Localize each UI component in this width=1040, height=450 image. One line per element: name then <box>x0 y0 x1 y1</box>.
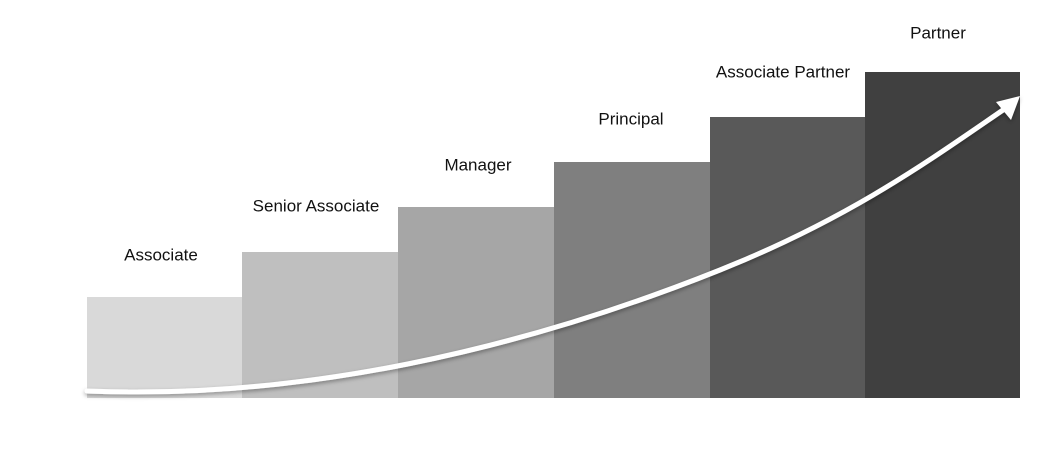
step <box>554 162 711 398</box>
step <box>398 207 555 398</box>
arrow-head <box>996 96 1020 120</box>
step-label: Associate Partner <box>716 62 851 81</box>
arrow-curve <box>84 107 1006 395</box>
step <box>242 252 399 398</box>
step-label: Manager <box>444 155 511 174</box>
step-label: Associate <box>124 245 198 264</box>
step-label: Partner <box>910 23 966 42</box>
step-label: Principal <box>598 109 663 128</box>
step <box>865 72 1020 398</box>
step <box>710 117 866 398</box>
growth-arrow <box>84 96 1020 395</box>
step <box>87 297 243 398</box>
step-label: Senior Associate <box>253 196 380 215</box>
